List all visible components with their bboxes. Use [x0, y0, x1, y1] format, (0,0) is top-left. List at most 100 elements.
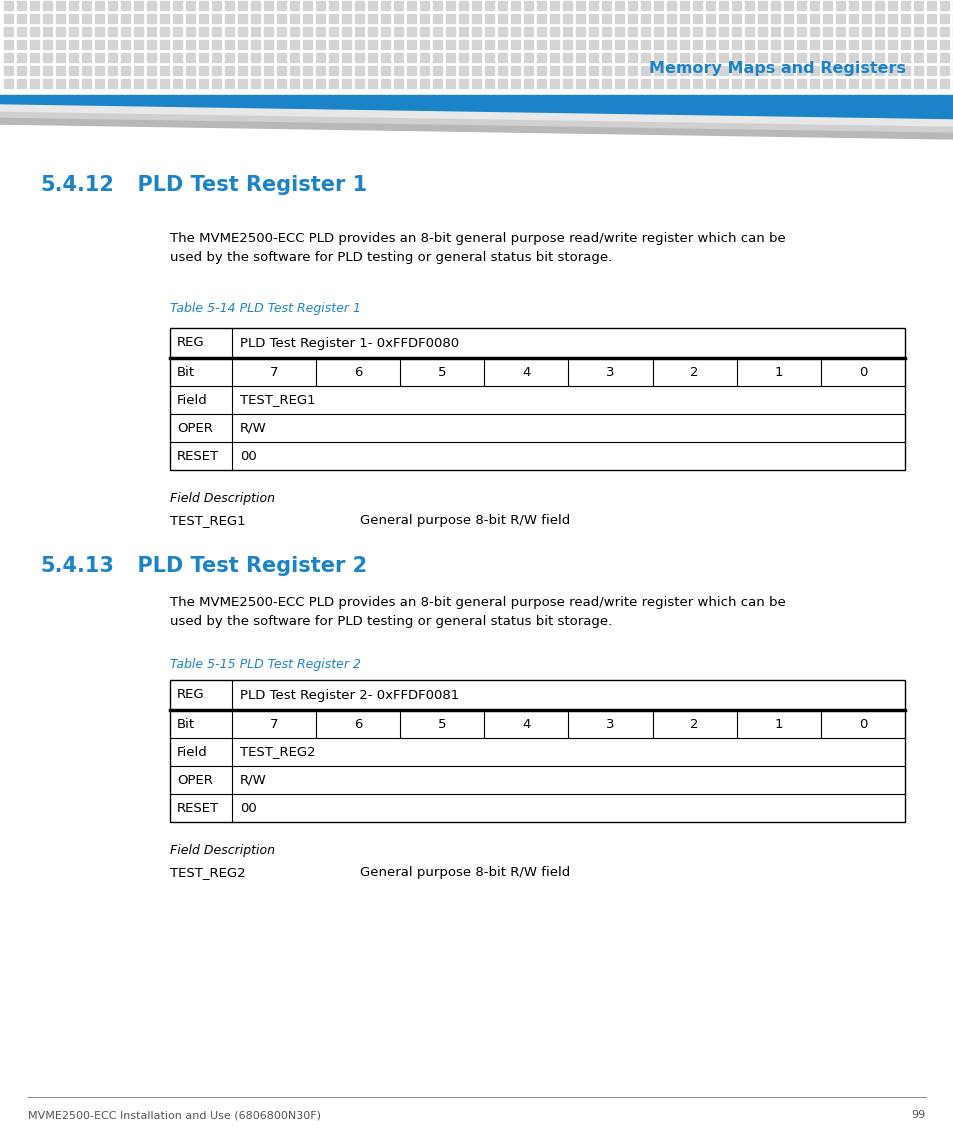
Bar	[433, 53, 441, 62]
Bar	[523, 40, 533, 49]
Bar	[537, 79, 545, 88]
Bar	[822, 14, 831, 23]
Bar	[4, 40, 13, 49]
Bar	[511, 1, 519, 10]
Bar	[133, 79, 143, 88]
Bar	[380, 27, 390, 35]
Bar	[264, 40, 273, 49]
Bar	[170, 680, 904, 822]
Bar	[407, 27, 416, 35]
Bar	[731, 53, 740, 62]
Bar	[640, 27, 649, 35]
Bar	[615, 1, 623, 10]
Bar	[433, 40, 441, 49]
Bar	[550, 53, 558, 62]
Bar	[69, 66, 78, 76]
Bar	[276, 40, 286, 49]
Bar	[588, 1, 598, 10]
Bar	[770, 14, 780, 23]
Bar	[874, 40, 883, 49]
Bar	[147, 14, 156, 23]
Bar	[926, 27, 935, 35]
Bar	[56, 79, 65, 88]
Bar	[186, 66, 194, 76]
Bar	[147, 27, 156, 35]
Bar	[264, 27, 273, 35]
Bar	[17, 27, 26, 35]
Bar	[329, 79, 337, 88]
Bar	[82, 53, 91, 62]
Bar	[874, 66, 883, 76]
Bar	[290, 1, 298, 10]
Bar	[744, 40, 753, 49]
Bar	[433, 14, 441, 23]
Bar	[654, 1, 662, 10]
Bar	[43, 27, 52, 35]
Bar	[472, 53, 480, 62]
Bar	[446, 66, 455, 76]
Text: 5.4.13: 5.4.13	[40, 556, 113, 576]
Bar	[121, 79, 130, 88]
Bar	[692, 53, 701, 62]
Bar	[576, 27, 584, 35]
Bar	[550, 79, 558, 88]
Bar	[640, 1, 649, 10]
Bar	[315, 66, 325, 76]
Bar	[170, 327, 904, 469]
Bar	[43, 79, 52, 88]
Bar	[654, 40, 662, 49]
Bar	[290, 27, 298, 35]
Text: 6: 6	[354, 718, 362, 731]
Bar	[43, 53, 52, 62]
Bar	[212, 1, 221, 10]
Bar	[108, 27, 117, 35]
Bar	[615, 79, 623, 88]
Bar	[303, 53, 312, 62]
Bar	[147, 1, 156, 10]
Text: 00: 00	[240, 802, 256, 814]
Bar	[251, 53, 260, 62]
Bar	[368, 40, 376, 49]
Bar	[315, 53, 325, 62]
Bar	[705, 53, 714, 62]
Bar	[17, 40, 26, 49]
Bar	[601, 66, 610, 76]
Bar	[446, 53, 455, 62]
Bar	[56, 66, 65, 76]
Bar	[627, 53, 637, 62]
Bar	[458, 66, 468, 76]
Text: 0: 0	[858, 365, 866, 379]
Bar	[225, 1, 233, 10]
Text: Memory Maps and Registers: Memory Maps and Registers	[648, 61, 905, 76]
Bar	[172, 66, 182, 76]
Bar	[407, 14, 416, 23]
Bar	[926, 40, 935, 49]
Bar	[341, 1, 351, 10]
Bar	[108, 79, 117, 88]
Bar	[419, 1, 429, 10]
Bar	[627, 1, 637, 10]
Bar	[108, 40, 117, 49]
Bar	[913, 53, 923, 62]
Text: 1: 1	[774, 365, 782, 379]
Bar	[4, 66, 13, 76]
Bar	[679, 79, 688, 88]
Bar	[770, 53, 780, 62]
Text: R/W: R/W	[240, 421, 267, 434]
Text: RESET: RESET	[177, 802, 219, 814]
Bar	[562, 14, 572, 23]
Bar	[172, 27, 182, 35]
Bar	[939, 14, 948, 23]
Bar	[380, 14, 390, 23]
Bar	[82, 66, 91, 76]
Bar	[30, 53, 39, 62]
Bar	[419, 79, 429, 88]
Bar	[666, 53, 676, 62]
Bar	[199, 53, 208, 62]
Bar	[458, 14, 468, 23]
Bar	[809, 27, 818, 35]
Bar	[251, 1, 260, 10]
Bar	[627, 14, 637, 23]
Text: RESET: RESET	[177, 450, 219, 463]
Bar	[315, 79, 325, 88]
